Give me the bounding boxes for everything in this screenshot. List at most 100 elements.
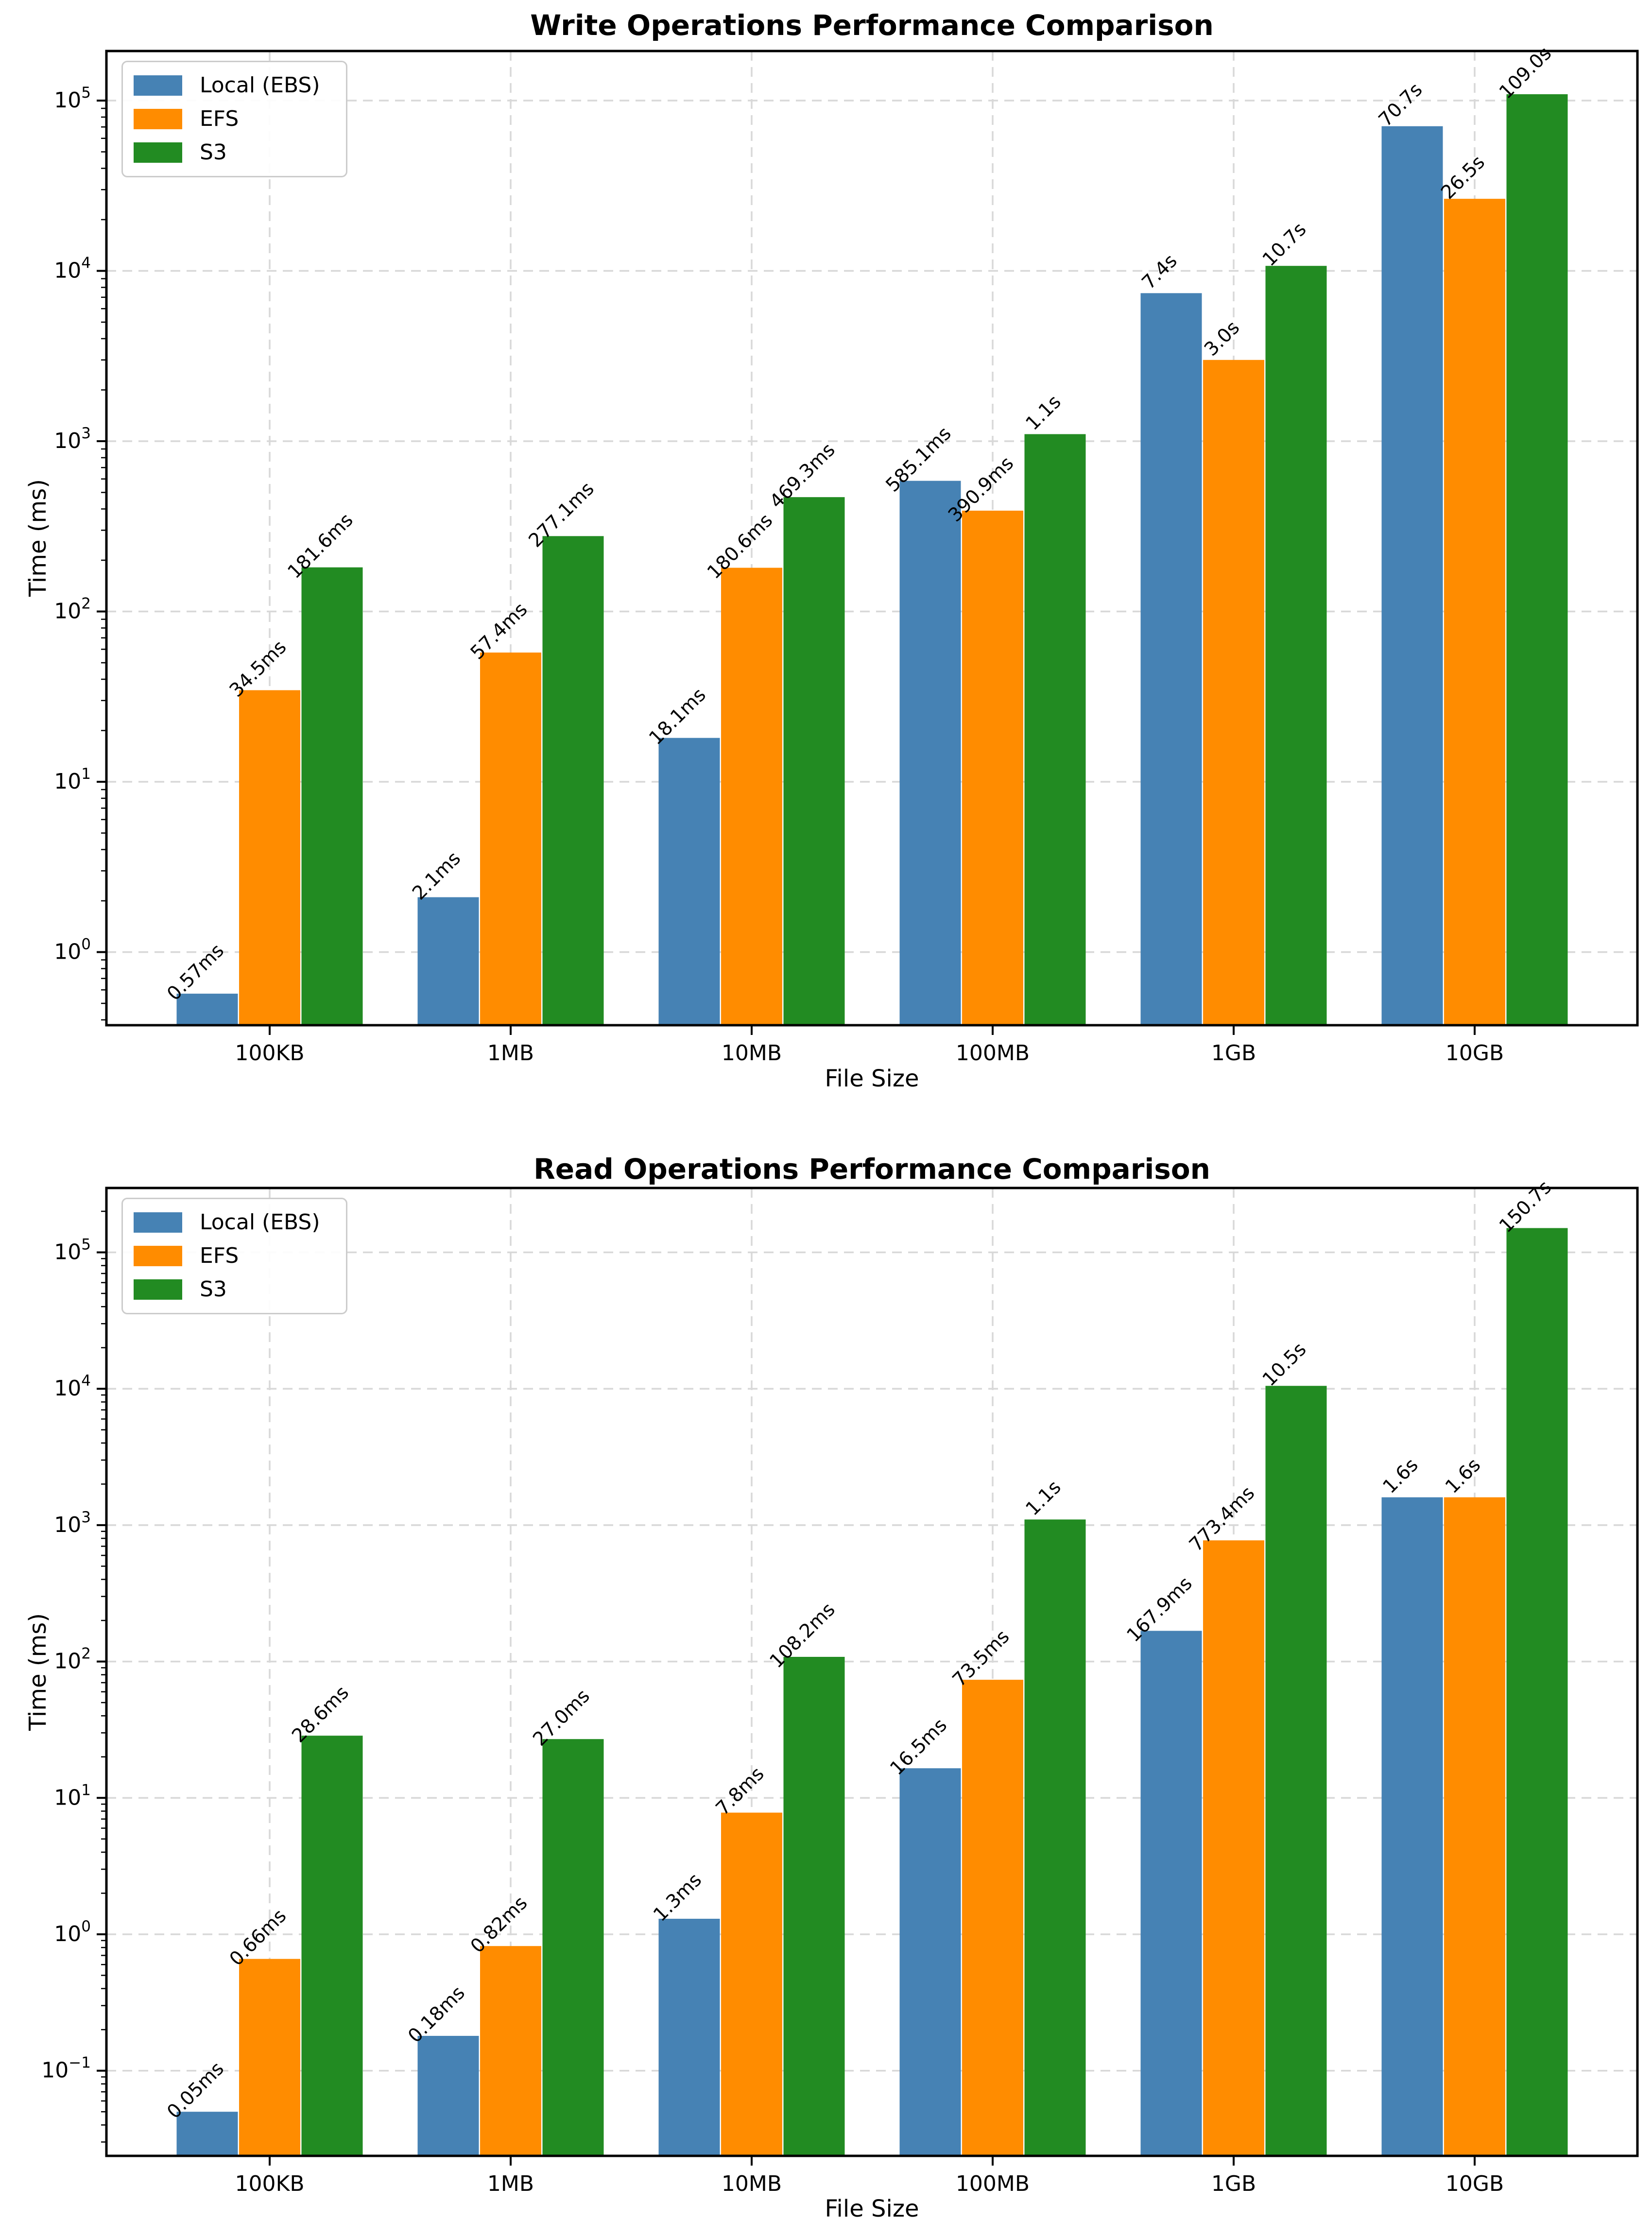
bar-local-ebs--1mb — [417, 897, 479, 1025]
bar-local-ebs--100mb — [899, 1768, 961, 2156]
y-tick-label: 102 — [54, 595, 91, 624]
plot-border — [105, 1187, 1639, 2157]
read-chart-title: Read Operations Performance Comparison — [533, 1153, 1210, 1186]
x-tick-label: 100MB — [956, 1041, 1030, 1066]
read-chart-xlabel: File Size — [825, 2195, 919, 2222]
y-tick-label: 103 — [54, 425, 91, 453]
legend-swatch-local-ebs — [134, 75, 182, 96]
bar-efs-100mb — [962, 510, 1023, 1025]
bar-value-label: 1.1s — [1022, 1476, 1066, 1520]
bar-local-ebs--1gb — [1140, 1631, 1202, 2156]
bar-local-ebs--1mb — [417, 2036, 479, 2156]
bar-efs-1mb — [480, 1946, 541, 2156]
x-tick-label: 1MB — [487, 1041, 534, 1066]
bar-s3-10gb — [1506, 1228, 1568, 2156]
legend-item-local-ebs: Local (EBS) — [134, 1212, 346, 1233]
x-tick-label: 10GB — [1446, 1041, 1504, 1066]
legend-item-local-ebs: Local (EBS) — [134, 75, 346, 96]
x-tick-label: 100MB — [956, 2171, 1030, 2196]
bar-value-label: 3.0s — [1200, 317, 1244, 361]
x-tick-label: 1GB — [1211, 2171, 1256, 2196]
bar-s3-100mb — [1024, 1519, 1086, 2156]
write-chart-legend: Local (EBS) EFS S3 — [121, 61, 347, 177]
bar-s3-1mb — [542, 536, 604, 1025]
write-chart-xlabel: File Size — [825, 1065, 919, 1092]
bar-value-label: 70.7s — [1375, 79, 1427, 131]
bar-local-ebs--10mb — [658, 738, 720, 1025]
legend-label-efs: EFS — [200, 106, 239, 131]
bar-s3-1gb — [1265, 266, 1327, 1026]
legend-swatch-s3 — [134, 142, 182, 163]
bar-efs-100kb — [239, 690, 300, 1025]
bar-value-label: 2.1ms — [408, 847, 465, 904]
bar-s3-100kb — [301, 1736, 363, 2156]
bar-efs-1gb — [1203, 1540, 1264, 2156]
read-chart-ylabel: Time (ms) — [24, 1613, 52, 1731]
y-tick-label: 101 — [54, 765, 91, 794]
bar-efs-10gb — [1444, 199, 1505, 1025]
bar-efs-1gb — [1203, 360, 1264, 1025]
bar-value-label: 7.8ms — [712, 1763, 769, 1820]
legend-swatch-s3 — [134, 1279, 182, 1300]
bar-local-ebs--100mb — [899, 481, 961, 1025]
bar-s3-10mb — [783, 497, 845, 1026]
legend-label-local-ebs: Local (EBS) — [200, 73, 320, 98]
bar-local-ebs--100kb — [176, 994, 238, 1025]
legend-item-efs: EFS — [134, 108, 346, 130]
x-tick-label: 10MB — [722, 1041, 782, 1066]
y-tick-label: 100 — [54, 936, 91, 964]
bar-value-label: 10.7s — [1258, 219, 1311, 271]
plot-border — [105, 50, 1639, 1027]
x-tick-label: 1MB — [487, 2171, 534, 2196]
legend-swatch-efs — [134, 108, 182, 129]
bar-value-label: 26.5s — [1437, 152, 1489, 204]
y-tick-label: 104 — [54, 255, 91, 283]
y-tick-label: 105 — [54, 84, 91, 113]
bar-s3-100kb — [301, 567, 363, 1025]
y-tick-label: 105 — [54, 1236, 91, 1265]
bar-value-label: 1.1s — [1022, 391, 1066, 435]
bar-local-ebs--1gb — [1140, 293, 1202, 1026]
y-tick-label: 104 — [54, 1372, 91, 1401]
bar-value-label: 1.3ms — [649, 1869, 706, 1926]
bar-s3-10gb — [1506, 94, 1568, 1025]
y-tick-label: 103 — [54, 1509, 91, 1537]
legend-label-s3: S3 — [200, 1276, 227, 1302]
write-chart-title: Write Operations Performance Comparison — [530, 9, 1214, 42]
bar-s3-10mb — [783, 1656, 845, 2156]
read-chart-legend: Local (EBS) EFS S3 — [121, 1198, 347, 1314]
legend-label-efs: EFS — [200, 1243, 239, 1268]
x-tick-label: 10GB — [1446, 2171, 1504, 2196]
bar-efs-1mb — [480, 653, 541, 1025]
bar-efs-10mb — [721, 1812, 782, 2156]
bar-efs-100mb — [962, 1680, 1023, 2156]
bar-efs-10mb — [721, 568, 782, 1025]
bar-s3-1mb — [542, 1739, 604, 2156]
write-chart-ylabel: Time (ms) — [24, 479, 52, 597]
y-tick-label: 102 — [54, 1645, 91, 1674]
bar-efs-10gb — [1444, 1497, 1505, 2156]
legend-item-s3: S3 — [134, 139, 346, 165]
y-tick-label: 100 — [54, 1918, 91, 1946]
x-tick-label: 1GB — [1211, 1041, 1256, 1066]
legend-label-s3: S3 — [200, 139, 227, 165]
y-tick-label: 101 — [54, 1781, 91, 1810]
bar-local-ebs--10gb — [1381, 126, 1443, 1025]
bar-local-ebs--10gb — [1381, 1497, 1443, 2156]
x-tick-label: 10MB — [722, 2171, 782, 2196]
x-tick-label: 100KB — [235, 2171, 304, 2196]
x-tick-label: 100KB — [235, 1041, 304, 1066]
bar-efs-100kb — [239, 1959, 300, 2156]
legend-swatch-efs — [134, 1245, 182, 1266]
y-tick-label: 10−1 — [41, 2054, 91, 2083]
bar-value-label: 7.4s — [1138, 250, 1182, 293]
bar-value-label: 1.6s — [1379, 1454, 1423, 1498]
bar-s3-1gb — [1265, 1386, 1327, 2156]
bar-value-label: 1.6s — [1441, 1454, 1485, 1498]
bar-local-ebs--10mb — [658, 1919, 720, 2156]
bar-value-label: 10.5s — [1258, 1339, 1311, 1391]
legend-item-s3: S3 — [134, 1276, 346, 1302]
bar-s3-100mb — [1024, 434, 1086, 1025]
